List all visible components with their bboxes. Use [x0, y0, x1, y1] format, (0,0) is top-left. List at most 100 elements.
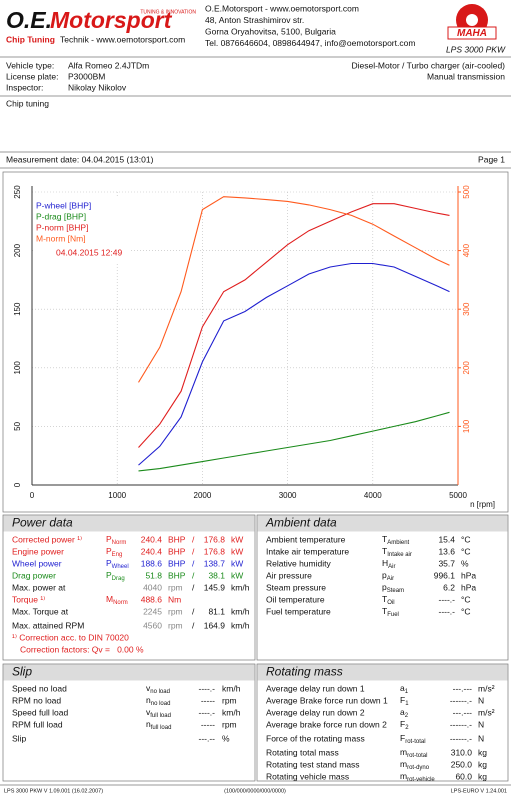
unit: rpm — [168, 582, 183, 592]
symbol-sub: Steam — [387, 588, 404, 594]
unit: hPa — [461, 570, 476, 580]
unit: °C — [461, 534, 471, 544]
series-line — [138, 203, 450, 448]
unit: km/h — [231, 582, 250, 592]
value: 145.9 — [204, 582, 226, 592]
section-title: Ambient data — [265, 516, 337, 530]
symbol-letter: H — [382, 558, 388, 568]
series-line — [138, 411, 450, 472]
symbol: vno load — [146, 683, 170, 694]
y-tick-label: 150 — [13, 302, 22, 316]
vehicle-value: Alfa Romeo 2.4JTDm — [68, 60, 149, 70]
vehicle-label: Vehicle type: — [6, 60, 54, 70]
model: LPS 3000 PKW — [446, 44, 506, 54]
y-tick-label: 50 — [13, 421, 22, 430]
unit: °C — [461, 546, 471, 556]
row-label: Max. power at — [12, 582, 66, 592]
x-tick-label: 0 — [30, 491, 35, 500]
symbol: TIntake air — [382, 546, 412, 557]
symbol-sub: Drag — [112, 576, 125, 582]
row-label: Oil temperature — [266, 594, 325, 604]
y2-tick-label: 500 — [462, 185, 471, 199]
unit: kW — [231, 546, 243, 556]
value: ----- — [201, 695, 215, 705]
unit: kW — [231, 534, 243, 544]
value: ----- — [201, 719, 215, 729]
symbol-sub: no load — [150, 689, 170, 695]
row-label: Max. Torque at — [12, 606, 69, 616]
unit: N — [478, 719, 484, 729]
value: 138.7 — [204, 558, 226, 568]
symbol: mrot-vehicle — [400, 771, 435, 782]
row-label: Ambient temperature — [266, 534, 346, 544]
symbol-letter: T — [382, 606, 387, 616]
row-label: Rotating vehicle mass — [266, 771, 349, 781]
unit: N — [478, 733, 484, 743]
separator: / — [192, 582, 195, 592]
row-label: RPM full load — [12, 719, 63, 729]
unit: kg — [478, 747, 487, 757]
row-label: Speed no load — [12, 683, 67, 693]
frames — [0, 56, 511, 786]
symbol: PWheel — [106, 558, 129, 569]
value: ----.- — [198, 707, 215, 717]
symbol: nno load — [146, 695, 170, 706]
footer-right: LPS-EURO V 1.24.001 — [451, 788, 507, 794]
symbol-letter: p — [382, 570, 387, 580]
symbol-sub: Norm — [113, 600, 128, 606]
symbol-letter: F — [400, 733, 405, 743]
unit: °C — [461, 606, 471, 616]
symbol-sub: Oil — [387, 600, 394, 606]
unit: rpm — [168, 606, 183, 616]
maha-text: MAHA — [457, 28, 487, 39]
value: ----.- — [198, 683, 215, 693]
symbol-letter: p — [382, 582, 387, 592]
value: 188.6 — [141, 558, 163, 568]
logo-a: O.E. — [6, 7, 52, 33]
value: 996.1 — [434, 570, 456, 580]
unit: BHP — [168, 534, 186, 544]
x-tick-label: 5000 — [449, 491, 467, 500]
x-axis-label: n [rpm] — [470, 500, 495, 509]
address-line: 48, Anton Strashimirov str. — [205, 15, 304, 25]
symbol: HAir — [382, 558, 395, 569]
symbol-letter: m — [400, 771, 407, 781]
symbol-sub: Eng — [112, 552, 123, 558]
value: 2245 — [143, 606, 162, 616]
legend-entry: M-norm [Nm] — [36, 233, 86, 243]
symbol-letter: v — [146, 683, 151, 693]
unit: kg — [478, 759, 487, 769]
series-line — [138, 196, 450, 383]
value: 488.6 — [141, 594, 163, 604]
value: ---.--- — [453, 707, 473, 717]
unit: km/h — [231, 606, 250, 616]
row-label: Relative humidity — [266, 558, 331, 568]
vehicle-label: Inspector: — [6, 82, 43, 92]
symbol: Frot-total — [400, 733, 426, 744]
value: 15.4 — [438, 534, 455, 544]
symbol-letter: n — [146, 695, 151, 705]
value: 240.4 — [141, 534, 163, 544]
symbol-letter: m — [400, 747, 407, 757]
symbol-sub: Air — [388, 564, 395, 570]
symbol-sub: Norm — [112, 540, 127, 546]
value: ------.- — [450, 695, 472, 705]
symbol-letter: M — [106, 594, 113, 604]
row-label: RPM no load — [12, 695, 61, 705]
unit: °C — [461, 594, 471, 604]
engine: Diesel-Motor / Turbo charger (air-cooled… — [351, 60, 505, 70]
separator: / — [192, 534, 195, 544]
measurement-date: Measurement date: 04.04.2015 (13:01) — [6, 154, 154, 164]
x-tick-label: 4000 — [364, 491, 382, 500]
value: ---.-- — [198, 733, 215, 743]
symbol: TFuel — [382, 606, 399, 617]
symbol: a1 — [400, 683, 409, 694]
tagline-b: Technik - www.oemotorsport.com — [60, 34, 185, 44]
row-label: Engine power — [12, 546, 64, 556]
symbol-sub: rot-total — [407, 753, 427, 759]
symbol-sub: no load — [151, 701, 171, 707]
section-bars — [3, 515, 508, 681]
correction-factors: Correction factors: Qv = 0.00 % — [20, 644, 144, 654]
row-label: Average brake force run down 2 — [266, 719, 387, 729]
